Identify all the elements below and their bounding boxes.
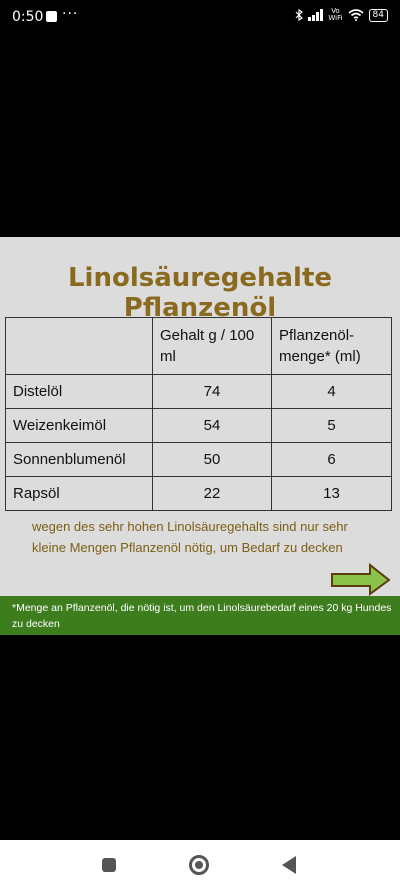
- slide-image: Linolsäuregehalte Pflanzenöl Gehalt g / …: [0, 237, 400, 635]
- gehalt-value: 22: [152, 476, 272, 511]
- signal-icon: [308, 9, 324, 21]
- table-row: Weizenkeimöl 54 5: [5, 408, 392, 443]
- menge-value: 5: [271, 408, 392, 443]
- oil-name: Sonnenblumenöl: [5, 442, 153, 477]
- battery-icon: 84: [368, 8, 388, 22]
- header-empty-cell: [5, 317, 153, 375]
- bluetooth-icon: [295, 9, 304, 21]
- footnote-text: *Menge an Pflanzenöl, die nötig ist, um …: [12, 602, 392, 630]
- footnote-bar: *Menge an Pflanzenöl, die nötig ist, um …: [0, 596, 400, 635]
- menge-value: 13: [271, 476, 392, 511]
- header-menge: Pflanzenöl-menge* (ml): [271, 317, 392, 375]
- table-row: Sonnenblumenöl 50 6: [5, 442, 392, 477]
- oil-table: Gehalt g / 100 ml Pflanzenöl-menge* (ml)…: [5, 317, 392, 511]
- more-notifications-icon: ···: [62, 6, 79, 22]
- table-header-row: Gehalt g / 100 ml Pflanzenöl-menge* (ml): [5, 317, 392, 375]
- menge-value: 4: [271, 374, 392, 409]
- oil-name: Rapsöl: [5, 476, 153, 511]
- recents-square-icon[interactable]: [102, 858, 116, 872]
- back-triangle-icon[interactable]: [282, 856, 296, 874]
- header-gehalt: Gehalt g / 100 ml: [152, 317, 272, 375]
- wifi-icon: [348, 9, 364, 21]
- notification-icon: [46, 11, 57, 22]
- table-row: Distelöl 74 4: [5, 374, 392, 409]
- oil-name: Weizenkeimöl: [5, 408, 153, 443]
- gehalt-value: 74: [152, 374, 272, 409]
- arrow-right-icon: [331, 562, 391, 596]
- status-bar: 0:50 ··· Vo WiFi 84: [0, 0, 400, 34]
- menge-value: 6: [271, 442, 392, 477]
- table-row: Rapsöl 22 13: [5, 476, 392, 511]
- slide-title: Linolsäuregehalte Pflanzenöl: [67, 263, 333, 323]
- status-time: 0:50: [12, 9, 44, 25]
- status-icons: Vo WiFi 84: [295, 8, 388, 22]
- note-text: wegen des sehr hohen Linolsäuregehalts s…: [32, 519, 348, 555]
- navigation-bar: [0, 840, 400, 889]
- gehalt-value: 50: [152, 442, 272, 477]
- oil-name: Distelöl: [5, 374, 153, 409]
- home-circle-icon[interactable]: [189, 855, 209, 875]
- gehalt-value: 54: [152, 408, 272, 443]
- vowifi-icon: Vo WiFi: [328, 7, 343, 22]
